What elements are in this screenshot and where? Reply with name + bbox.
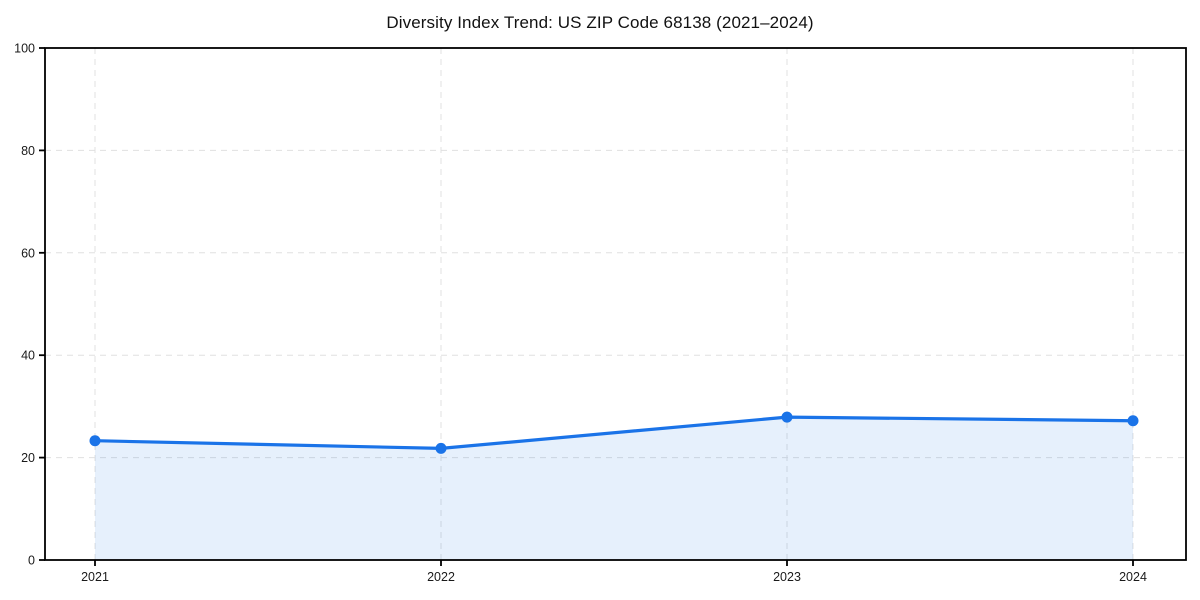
y-tick-label: 0 (28, 554, 35, 568)
data-point-2024 (1127, 415, 1139, 427)
y-tick-label: 80 (21, 144, 35, 158)
y-tick-label: 40 (21, 349, 35, 363)
y-tick-label: 100 (14, 42, 35, 56)
data-point-2023 (781, 411, 793, 423)
x-tick-label: 2022 (427, 570, 455, 584)
x-tick-label: 2024 (1119, 570, 1147, 584)
trend-line (93, 415, 1135, 450)
chart-title: Diversity Index Trend: US ZIP Code 68138… (386, 13, 814, 32)
x-tick-label: 2023 (773, 570, 801, 584)
axes-spines (44, 47, 1187, 561)
data-point-2021 (89, 435, 101, 447)
y-tick-label: 60 (21, 246, 35, 260)
x-tick-label: 2021 (81, 570, 109, 584)
area-fill (95, 417, 1133, 560)
data-point-2022 (435, 442, 447, 454)
y-tick-label: 20 (21, 451, 35, 465)
